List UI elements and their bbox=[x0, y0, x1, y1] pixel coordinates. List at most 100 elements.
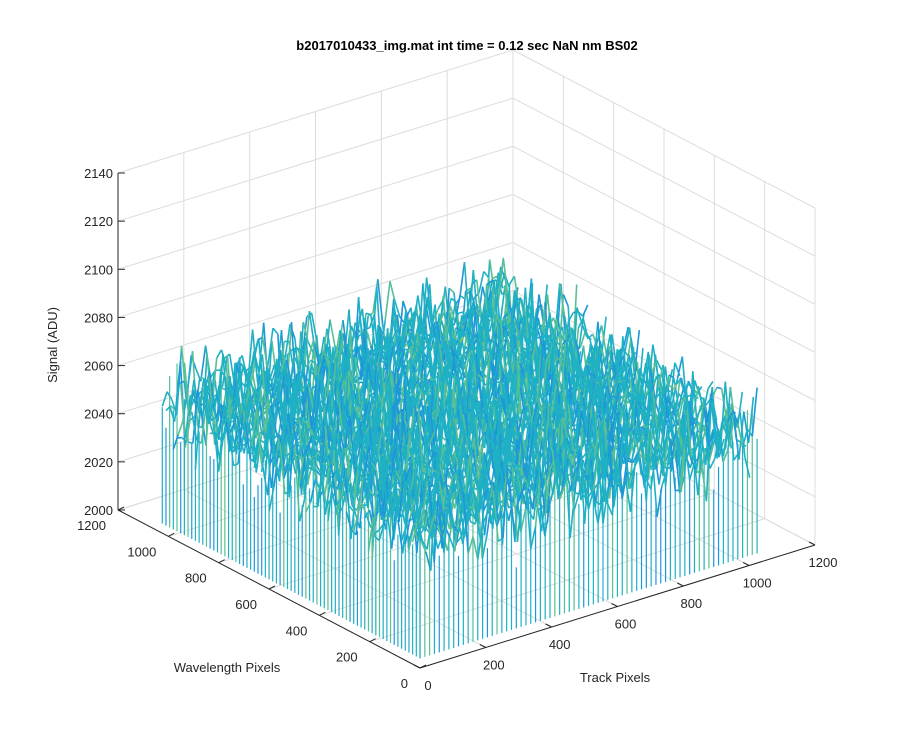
surface-segment bbox=[539, 375, 546, 407]
surface-segment bbox=[309, 478, 317, 503]
surface-segment bbox=[600, 325, 608, 355]
surface-segment bbox=[657, 364, 664, 389]
surface-segment bbox=[518, 307, 526, 348]
surface-segment bbox=[580, 410, 588, 438]
grid-line bbox=[117, 145, 514, 270]
surface-segment bbox=[300, 354, 307, 368]
surface-segment bbox=[373, 529, 380, 535]
surface-segment bbox=[294, 447, 301, 522]
surface-segment bbox=[429, 430, 436, 443]
surface-segment bbox=[453, 368, 461, 392]
surface-segment bbox=[429, 304, 436, 337]
surface-segment bbox=[518, 362, 526, 377]
surface-segment bbox=[259, 439, 266, 444]
surface-segment bbox=[261, 369, 269, 423]
surface-segment bbox=[587, 333, 594, 340]
surface-segment bbox=[642, 351, 650, 384]
surface-segment bbox=[343, 415, 351, 454]
surface-segment bbox=[523, 410, 531, 430]
surface-segment bbox=[301, 466, 308, 488]
surface-segment bbox=[573, 385, 579, 391]
surface-segment bbox=[442, 312, 450, 324]
surface-segment bbox=[573, 402, 580, 424]
surface-segment bbox=[247, 329, 254, 384]
surface-segment bbox=[411, 331, 418, 356]
surface-segment bbox=[438, 366, 445, 420]
surface-segment bbox=[367, 516, 375, 552]
surface-segment bbox=[352, 394, 360, 407]
surface-segment bbox=[353, 437, 361, 495]
surface-segment bbox=[536, 320, 543, 333]
surface-segment bbox=[511, 341, 518, 353]
surface-segment bbox=[464, 290, 471, 300]
surface-segment bbox=[398, 379, 405, 423]
surface-segment bbox=[298, 370, 305, 375]
surface-segment bbox=[297, 391, 305, 416]
surface-segment bbox=[271, 434, 279, 477]
surface-segment bbox=[356, 504, 363, 513]
surface-segment bbox=[161, 391, 168, 407]
surface-segment bbox=[294, 417, 300, 421]
surface-segment bbox=[574, 407, 581, 453]
surface-segment bbox=[543, 371, 550, 385]
surface-segment bbox=[434, 406, 441, 421]
surface-segment bbox=[294, 397, 301, 402]
surface-segment bbox=[462, 330, 469, 338]
surface-segment bbox=[431, 469, 438, 473]
surface-segment bbox=[458, 311, 464, 314]
surface-segment bbox=[335, 486, 341, 490]
surface-segment bbox=[620, 396, 627, 404]
surface-segment bbox=[176, 436, 182, 439]
surface-segment bbox=[617, 336, 624, 435]
surface-segment bbox=[502, 257, 509, 299]
surface-segment bbox=[477, 401, 484, 440]
surface-segment bbox=[380, 423, 388, 451]
surface-segment bbox=[371, 462, 378, 472]
surface-segment bbox=[280, 418, 287, 459]
surface-segment bbox=[653, 373, 660, 383]
surface-segment bbox=[484, 350, 492, 393]
surface-segment bbox=[243, 396, 250, 426]
surface-segment bbox=[592, 373, 599, 387]
surface-segment bbox=[448, 428, 456, 446]
surface-segment bbox=[188, 379, 195, 416]
surface-segment bbox=[502, 423, 509, 470]
surface-segment bbox=[275, 371, 282, 418]
surface-segment bbox=[371, 417, 378, 443]
surface-segment bbox=[316, 416, 323, 435]
surface-segment bbox=[422, 283, 429, 347]
surface-segment bbox=[494, 333, 501, 342]
surface-segment bbox=[477, 373, 484, 380]
surface-segment bbox=[362, 476, 369, 489]
surface-segment bbox=[389, 281, 396, 301]
surface-segment bbox=[170, 405, 177, 412]
surface-segment bbox=[532, 400, 539, 422]
surface-segment bbox=[296, 442, 303, 450]
surface-segment bbox=[367, 363, 374, 391]
surface-segment bbox=[497, 257, 505, 300]
surface-segment bbox=[312, 456, 319, 500]
surface-segment bbox=[363, 445, 371, 475]
surface-segment bbox=[384, 281, 391, 321]
surface-segment bbox=[364, 425, 371, 435]
surface-segment bbox=[252, 340, 259, 364]
surface-segment bbox=[406, 349, 414, 356]
surface-segment bbox=[272, 327, 279, 335]
surface-segment bbox=[669, 362, 676, 406]
surface-segment bbox=[488, 299, 496, 335]
surface-segment bbox=[323, 467, 330, 499]
grid-line bbox=[512, 193, 816, 353]
surface-segment bbox=[209, 370, 216, 378]
surface-segment bbox=[270, 405, 277, 431]
surface-segment bbox=[377, 279, 384, 324]
surface-segment bbox=[264, 408, 271, 477]
surface-segment bbox=[449, 405, 457, 420]
surface-segment bbox=[476, 409, 483, 417]
surface-segment bbox=[347, 504, 355, 512]
surface-segment bbox=[240, 362, 247, 371]
surface-segment bbox=[626, 391, 633, 396]
surface-segment bbox=[290, 381, 297, 422]
surface-segment bbox=[612, 381, 619, 389]
surface-segment bbox=[420, 390, 427, 405]
